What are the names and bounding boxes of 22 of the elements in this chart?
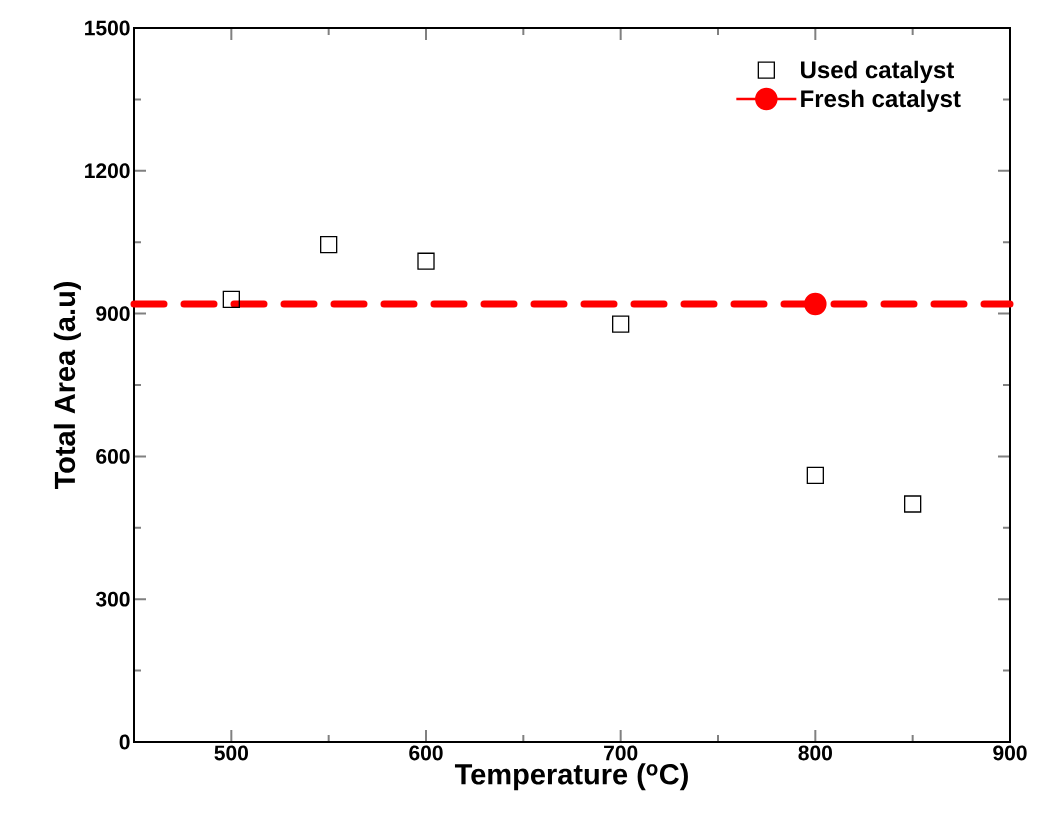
y-tick-label: 1200 xyxy=(85,163,130,179)
point xyxy=(904,495,922,513)
point xyxy=(806,466,824,485)
point xyxy=(222,290,240,308)
point xyxy=(804,292,827,316)
legend-label: Used catalyst xyxy=(801,60,954,84)
x-tick-label: 800 xyxy=(798,745,832,761)
legend-label: Fresh catalyst xyxy=(801,89,961,113)
y-tick-label: 600 xyxy=(96,448,130,464)
x-tick-label: 700 xyxy=(604,745,638,761)
x-tick-label: 600 xyxy=(409,745,443,761)
x-tick-label: 500 xyxy=(214,745,248,761)
y-axis-title: Total Area (a.u) xyxy=(53,281,81,490)
point xyxy=(612,315,630,333)
y-tick-label: 300 xyxy=(95,591,130,607)
x-tick-label: 900 xyxy=(993,745,1027,761)
point xyxy=(320,235,338,254)
y-tick-label: 0 xyxy=(119,734,130,750)
x-axis-title: Temperature ($^{o}$C) xyxy=(454,763,688,791)
y-tick-label: 900 xyxy=(96,306,130,322)
point xyxy=(417,252,435,270)
y-tick-label: 1500 xyxy=(85,20,130,36)
